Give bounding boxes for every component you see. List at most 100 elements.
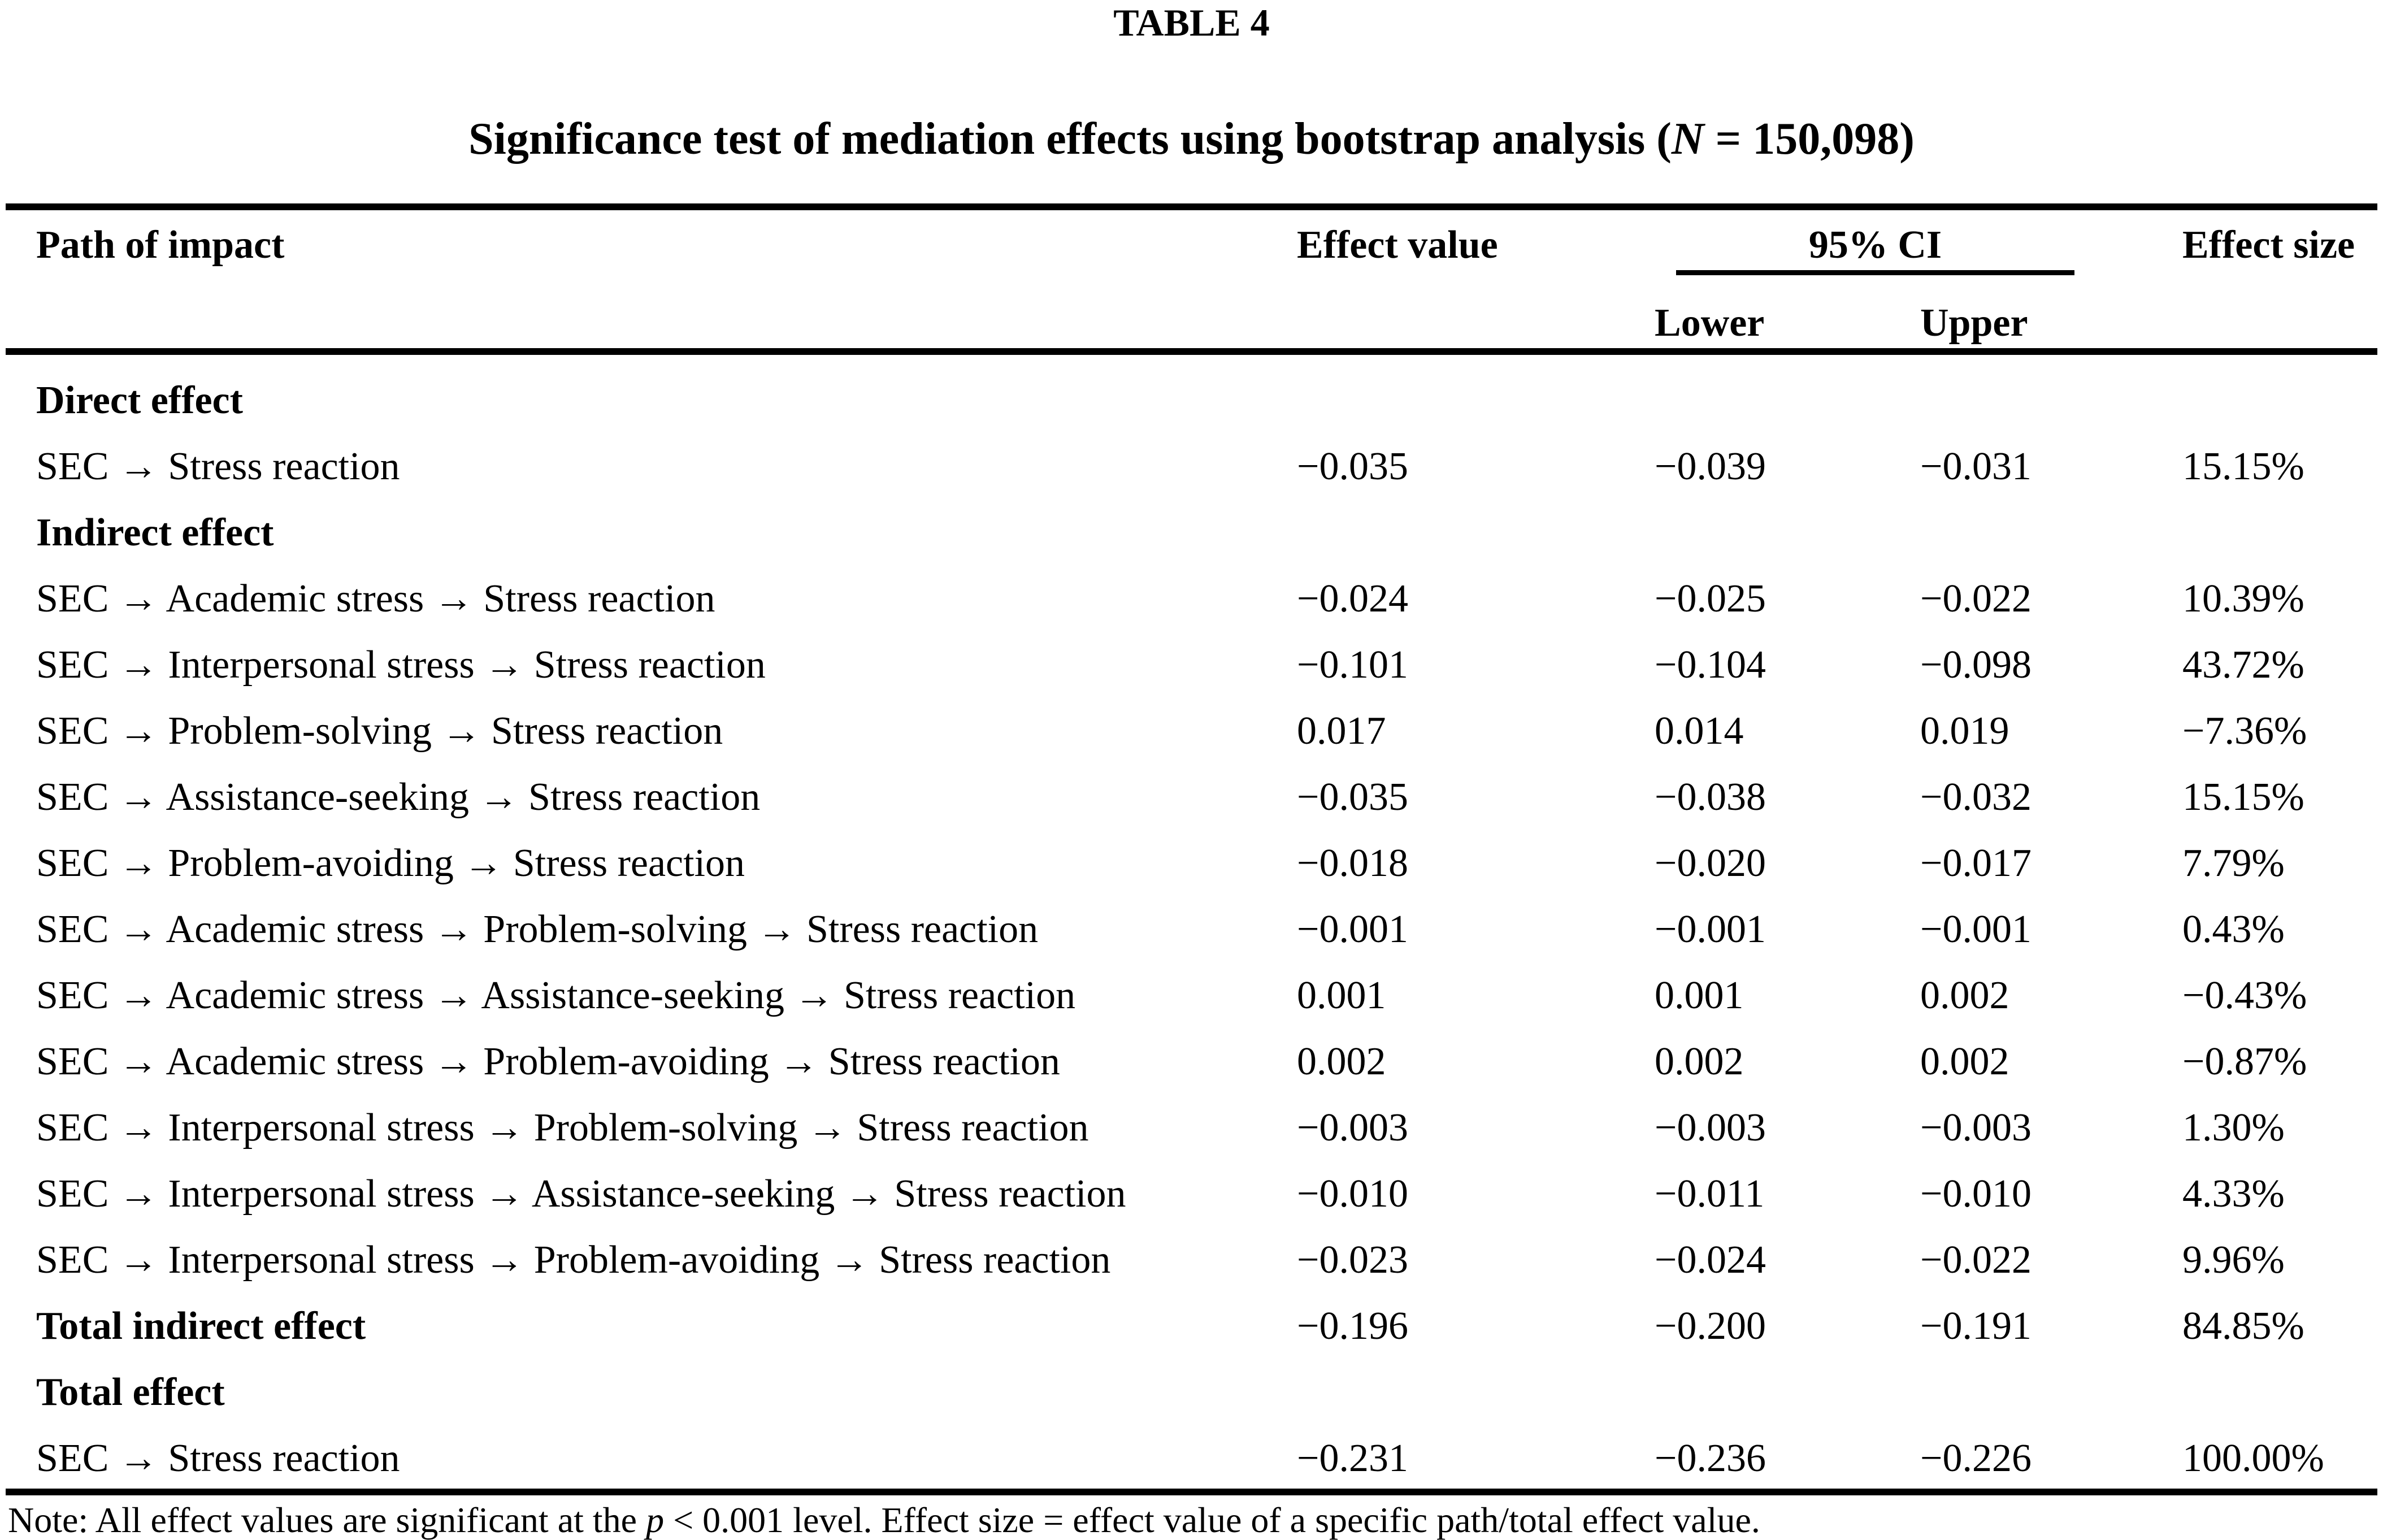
- effect-size-cell: −0.87%: [2182, 1040, 2307, 1083]
- path-cell: Total effect: [36, 1370, 225, 1414]
- ci-lower-cell: −0.236: [1655, 1437, 1766, 1480]
- ci-lower-cell: −0.104: [1655, 643, 1766, 687]
- effect-value-cell: 0.001: [1297, 974, 1386, 1017]
- ci-lower-cell: −0.020: [1655, 841, 1766, 885]
- header-bottom-rule: [6, 348, 2377, 355]
- effect-size-cell: 9.96%: [2182, 1238, 2285, 1282]
- column-header-effect-size: Effect size: [2182, 223, 2355, 267]
- ci-upper-cell: 0.002: [1920, 974, 2009, 1017]
- ci-upper-cell: −0.010: [1920, 1172, 2032, 1216]
- column-header-95-ci: 95% CI: [1808, 223, 1942, 267]
- effect-size-cell: 15.15%: [2182, 775, 2304, 819]
- effect-value-cell: −0.018: [1297, 841, 1408, 885]
- caption-text-suffix: = 150,098): [1704, 114, 1915, 164]
- path-cell: SEC → Academic stress → Stress reaction: [36, 577, 715, 621]
- effect-size-cell: 0.43%: [2182, 908, 2285, 951]
- ci-upper-cell: −0.191: [1920, 1304, 2032, 1348]
- ci-lower-cell: 0.002: [1655, 1040, 1744, 1083]
- ci-upper-cell: 0.019: [1920, 709, 2009, 753]
- effect-size-cell: 100.00%: [2182, 1437, 2324, 1480]
- effect-value-cell: −0.035: [1297, 445, 1408, 488]
- ci-upper-cell: −0.022: [1920, 1238, 2032, 1282]
- effect-size-cell: 84.85%: [2182, 1304, 2304, 1348]
- ci-lower-cell: −0.011: [1655, 1172, 1765, 1216]
- ci-lower-cell: 0.001: [1655, 974, 1744, 1017]
- effect-size-cell: −0.43%: [2182, 974, 2307, 1017]
- path-cell: SEC → Assistance-seeking → Stress reacti…: [36, 775, 761, 819]
- effect-size-cell: 15.15%: [2182, 445, 2304, 488]
- ci-spanner-rule: [1676, 270, 2074, 275]
- effect-size-cell: −7.36%: [2182, 709, 2307, 753]
- table-row: SEC → Stress reaction −0.035 −0.039 −0.0…: [0, 433, 2383, 500]
- table-number-label: TABLE 4: [1113, 1, 1270, 44]
- table-row: SEC → Academic stress → Problem-solving …: [0, 896, 2383, 962]
- table-row: SEC → Interpersonal stress → Assistance-…: [0, 1161, 2383, 1227]
- ci-lower-cell: −0.003: [1655, 1106, 1766, 1149]
- table-row-section-indirect-effect: Indirect effect: [0, 500, 2383, 566]
- effect-value-cell: 0.002: [1297, 1040, 1386, 1083]
- table-row: SEC → Assistance-seeking → Stress reacti…: [0, 764, 2383, 830]
- effect-value-cell: −0.196: [1297, 1304, 1408, 1348]
- note-text-prefix: Note: All effect values are significant …: [8, 1500, 646, 1540]
- ci-upper-cell: 0.002: [1920, 1040, 2009, 1083]
- caption-n-symbol: N: [1671, 114, 1704, 164]
- table-row: SEC → Interpersonal stress → Problem-sol…: [0, 1095, 2383, 1161]
- effect-value-cell: −0.010: [1297, 1172, 1408, 1216]
- path-cell: Direct effect: [36, 379, 243, 422]
- path-cell: Total indirect effect: [36, 1304, 366, 1348]
- path-cell: SEC → Problem-solving → Stress reaction: [36, 709, 723, 753]
- table-row: SEC → Academic stress → Problem-avoiding…: [0, 1029, 2383, 1095]
- ci-upper-cell: −0.003: [1920, 1106, 2032, 1149]
- caption-text-prefix: Significance test of mediation effects u…: [468, 114, 1672, 164]
- table-top-rule: [6, 203, 2377, 210]
- effect-value-cell: −0.231: [1297, 1437, 1408, 1480]
- table-row: SEC → Interpersonal stress → Problem-avo…: [0, 1227, 2383, 1293]
- path-cell: SEC → Interpersonal stress → Assistance-…: [36, 1172, 1126, 1216]
- table-body: Direct effect SEC → Stress reaction −0.0…: [0, 367, 2383, 1491]
- ci-upper-cell: −0.031: [1920, 445, 2032, 488]
- table-caption: Significance test of mediation effects u…: [0, 116, 2383, 162]
- effect-value-cell: −0.023: [1297, 1238, 1408, 1282]
- table-row: SEC → Stress reaction −0.231 −0.236 −0.2…: [0, 1425, 2383, 1491]
- column-header-effect-value: Effect value: [1297, 223, 1498, 267]
- ci-lower-cell: −0.025: [1655, 577, 1766, 621]
- effect-value-cell: −0.035: [1297, 775, 1408, 819]
- effect-size-cell: 43.72%: [2182, 643, 2304, 687]
- ci-lower-cell: −0.038: [1655, 775, 1766, 819]
- ci-lower-cell: −0.039: [1655, 445, 1766, 488]
- note-text-suffix: < 0.001 level. Effect size = effect valu…: [664, 1500, 1760, 1540]
- ci-upper-cell: −0.098: [1920, 643, 2032, 687]
- path-cell: SEC → Stress reaction: [36, 1437, 400, 1480]
- ci-upper-cell: −0.022: [1920, 577, 2032, 621]
- effect-size-cell: 7.79%: [2182, 841, 2285, 885]
- column-header-ci-lower: Lower: [1655, 301, 1765, 345]
- table-row-total-indirect: Total indirect effect −0.196 −0.200 −0.1…: [0, 1293, 2383, 1359]
- path-cell: SEC → Problem-avoiding → Stress reaction: [36, 841, 745, 885]
- ci-upper-cell: −0.032: [1920, 775, 2032, 819]
- effect-value-cell: −0.024: [1297, 577, 1408, 621]
- table-row: SEC → Interpersonal stress → Stress reac…: [0, 632, 2383, 698]
- path-cell: SEC → Interpersonal stress → Stress reac…: [36, 643, 766, 687]
- table-bottom-rule: [6, 1489, 2377, 1495]
- table-row-section-total-effect: Total effect: [0, 1359, 2383, 1425]
- ci-upper-cell: −0.226: [1920, 1437, 2032, 1480]
- effect-size-cell: 1.30%: [2182, 1106, 2285, 1149]
- ci-upper-cell: −0.017: [1920, 841, 2032, 885]
- path-cell: SEC → Interpersonal stress → Problem-avo…: [36, 1238, 1111, 1282]
- note-p-symbol: p: [646, 1500, 665, 1540]
- path-cell: SEC → Interpersonal stress → Problem-sol…: [36, 1106, 1089, 1149]
- ci-lower-cell: −0.001: [1655, 908, 1766, 951]
- ci-upper-cell: −0.001: [1920, 908, 2032, 951]
- effect-size-cell: 10.39%: [2182, 577, 2304, 621]
- effect-value-cell: −0.001: [1297, 908, 1408, 951]
- table-row: SEC → Problem-solving → Stress reaction …: [0, 698, 2383, 764]
- ci-lower-cell: 0.014: [1655, 709, 1744, 753]
- table-row: SEC → Academic stress → Assistance-seeki…: [0, 962, 2383, 1029]
- path-cell: SEC → Academic stress → Assistance-seeki…: [36, 974, 1076, 1017]
- path-cell: Indirect effect: [36, 511, 274, 554]
- table-note: Note: All effect values are significant …: [8, 1502, 1760, 1538]
- effect-size-cell: 4.33%: [2182, 1172, 2285, 1216]
- path-cell: SEC → Stress reaction: [36, 445, 400, 488]
- table-row-section-direct-effect: Direct effect: [0, 367, 2383, 433]
- column-header-ci-upper: Upper: [1920, 301, 2028, 345]
